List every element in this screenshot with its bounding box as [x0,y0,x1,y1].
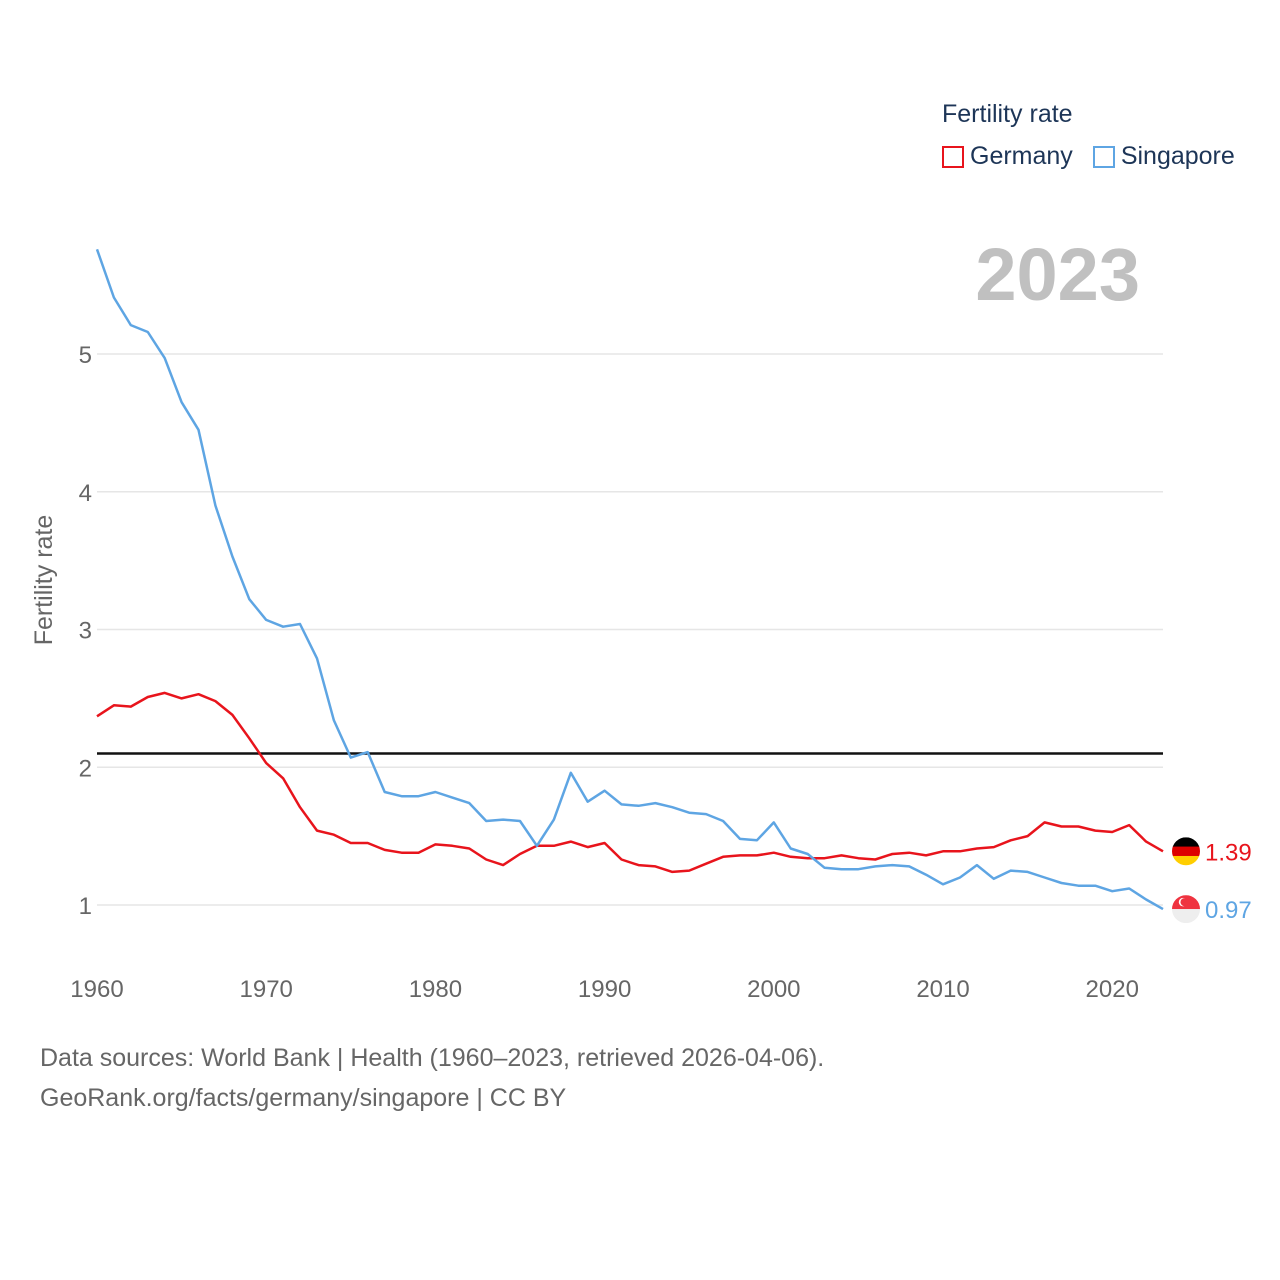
end-value-germany: 1.39 [1205,839,1252,866]
series-end-markers: 1.39 0.97 [1172,837,1252,924]
series-line-singapore [95,248,1164,911]
x-tick-label-1990: 1990 [578,976,631,1003]
y-tick-label-5: 5 [79,342,92,369]
y-tick-label-4: 4 [79,480,92,507]
y-tick-label-2: 2 [79,755,92,782]
x-tick-label-1980: 1980 [409,976,462,1003]
legend-item-singapore[interactable]: Singapore [1092,142,1235,171]
x-tick-label-1970: 1970 [240,976,293,1003]
y-axis-ticks: 1 2 3 4 5 [79,342,92,920]
legend-label-singapore: Singapore [1120,142,1235,170]
grid-lines [97,353,1163,906]
x-axis-ticks: 1960 1970 1980 1990 2000 2010 2020 [70,976,1139,1003]
x-tick-label-2000: 2000 [747,976,800,1003]
legend: Germany Singapore [942,142,1235,171]
x-tick-label-2020: 2020 [1086,976,1139,1003]
legend-label-germany: Germany [970,142,1073,170]
series-lines [95,248,1164,911]
footer-link[interactable]: GeoRank.org/facts/germany/singapore | CC… [40,1084,567,1112]
legend-swatch-germany [942,145,964,168]
x-tick-label-1960: 1960 [70,976,123,1003]
y-tick-label-1: 1 [79,893,92,920]
year-label: 2023 [975,233,1140,316]
y-axis-label: Fertility rate [30,515,58,646]
flag-germany-icon [1172,837,1200,866]
end-value-singapore: 0.97 [1205,897,1252,924]
footer-source: Data sources: World Bank | Health (1960–… [40,1044,825,1072]
x-tick-label-2010: 2010 [916,976,969,1003]
legend-swatch-singapore [1092,145,1115,168]
legend-item-germany[interactable]: Germany [942,142,1073,171]
series-line-germany [96,691,1164,874]
legend-title: Fertility rate [942,100,1073,128]
y-tick-label-3: 3 [79,618,92,645]
flag-singapore-icon [1172,895,1200,924]
